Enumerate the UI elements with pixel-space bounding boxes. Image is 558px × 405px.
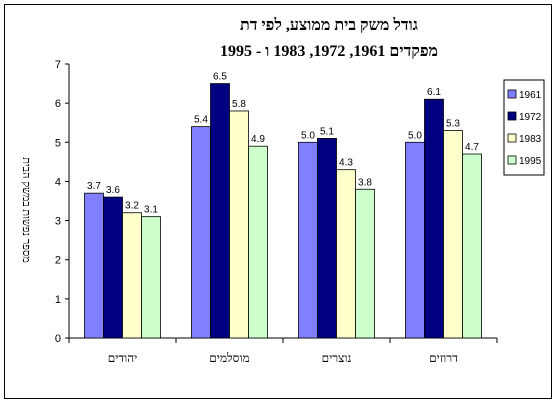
bar	[405, 141, 425, 339]
legend-entry: 1995	[519, 156, 542, 167]
bar-value-label: 4.9	[251, 134, 265, 145]
bar-value-label: 3.2	[125, 201, 139, 212]
legend: 1961 1972 1983 1995	[503, 79, 545, 176]
bar-value-label: 5.0	[408, 130, 422, 141]
chart-frame: גודל משק בית ממוצע, לפי דת מפקדים 1961, …	[4, 4, 552, 399]
legend-entry: 1961	[519, 90, 542, 101]
legend-entry: 1972	[519, 112, 542, 123]
y-tick-label: 4	[55, 176, 61, 188]
bar-value-label: 5.4	[194, 115, 208, 126]
bar-value-label: 3.1	[144, 205, 158, 216]
bar-value-label: 5.0	[301, 130, 315, 141]
bar	[298, 141, 318, 339]
chart-subtitle: מפקדים 1961, 1972, 1983 ו - 1995	[220, 43, 438, 60]
bar-value-label: 4.7	[465, 142, 479, 153]
bar-value-label: 3.7	[87, 181, 101, 192]
bar	[443, 130, 463, 339]
bar	[248, 145, 268, 339]
bar	[84, 192, 104, 339]
bar	[141, 216, 161, 339]
category-label: מוסלמים	[209, 351, 249, 365]
legend-swatch	[507, 155, 517, 165]
bar	[210, 83, 230, 339]
bar-value-label: 6.1	[427, 87, 441, 98]
legend-entry: 1983	[519, 134, 542, 145]
y-tick-label: 0	[55, 333, 61, 345]
bar-value-label: 3.8	[358, 177, 372, 188]
y-tick-label: 2	[55, 255, 61, 267]
y-tick-label: 1	[55, 294, 61, 306]
bar	[355, 188, 375, 339]
category-label: דרוזים	[429, 351, 458, 365]
y-tick-label: 6	[55, 98, 61, 110]
bar-chart: גודל משק בית ממוצע, לפי דת מפקדים 1961, …	[20, 16, 545, 365]
legend-swatch	[507, 89, 517, 99]
y-tick-label: 7	[55, 59, 61, 71]
y-tick-label: 5	[55, 137, 61, 149]
bar-value-label: 3.6	[106, 185, 120, 196]
category-label: יהודים	[108, 351, 138, 365]
bar-value-label: 5.1	[320, 126, 334, 137]
bar	[424, 98, 444, 339]
y-axis-label: מספר נפשות במשק הבית	[20, 157, 32, 263]
bar	[191, 126, 211, 339]
bar-value-label: 5.3	[446, 119, 460, 130]
bar-value-label: 4.3	[339, 158, 353, 169]
bar	[336, 169, 356, 339]
bar	[462, 153, 482, 339]
bar	[317, 137, 337, 339]
chart-title: גודל משק בית ממוצע, לפי דת	[240, 16, 418, 34]
bar	[229, 110, 249, 339]
category-label: נוצרים	[322, 351, 352, 365]
y-tick-label: 3	[55, 216, 61, 228]
legend-swatch	[507, 111, 517, 121]
bar-value-label: 5.8	[232, 99, 246, 110]
bar-value-label: 6.5	[213, 72, 227, 83]
plot-area: 0 1 2 3 4 5 6 7 3.7 3.6 3.2 3.1 יהודים 5.4 6.5 5.8 4.9 מו…	[55, 59, 498, 365]
bar	[122, 212, 142, 339]
legend-swatch	[507, 133, 517, 143]
bar	[103, 196, 123, 339]
